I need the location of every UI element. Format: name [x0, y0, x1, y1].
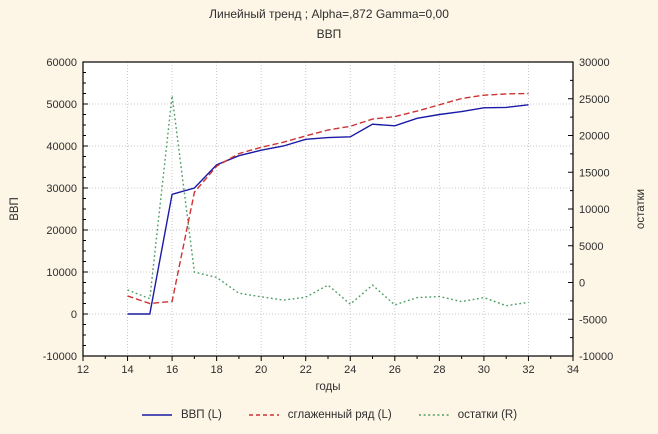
plot-area — [83, 62, 573, 356]
y-left-tick-label: 30000 — [46, 183, 77, 195]
legend: ВВП (L) сглаженный ряд (L) остатки (R) — [0, 404, 658, 426]
legend-item-vvp: ВВП (L) — [141, 409, 222, 421]
legend-label: ВВП (L) — [180, 409, 222, 421]
chart-title: Линейный тренд ; Alpha=,872 Gamma=0,00 — [209, 7, 449, 21]
y-right-tick-label: 25000 — [579, 94, 610, 106]
y-left-tick-label: 40000 — [46, 141, 77, 153]
y-right-tick-label: 30000 — [579, 57, 610, 69]
x-tick-label: 28 — [433, 364, 445, 376]
legend-label: сглаженный ряд (L) — [287, 409, 392, 421]
legend-item-smoothed: сглаженный ряд (L) — [248, 409, 392, 421]
legend-item-residuals: остатки (R) — [418, 409, 517, 421]
series-2-line — [127, 95, 529, 307]
y-right-tick-label: -5000 — [579, 314, 607, 326]
series-1-line — [127, 92, 529, 305]
legend-line-solid-icon — [141, 414, 172, 416]
legend-line-dashed-icon — [248, 414, 279, 416]
x-axis-title: годы — [315, 381, 341, 393]
y-right-tick-label: 0 — [579, 278, 585, 290]
legend-label: остатки (R) — [457, 409, 518, 421]
y-right-tick-label: 15000 — [579, 167, 610, 179]
x-tick-label: 24 — [344, 364, 356, 376]
y-right-tick-label: 20000 — [579, 131, 610, 143]
x-tick-label: 20 — [255, 364, 267, 376]
y-right-tick-label: 5000 — [579, 241, 603, 253]
x-tick-label: 14 — [121, 364, 133, 376]
y-left-tick-label: -10000 — [43, 351, 77, 363]
x-tick-label: 12 — [77, 364, 89, 376]
y-left-tick-label: 20000 — [46, 225, 77, 237]
x-tick-label: 34 — [567, 364, 579, 376]
y-right-tick-label: -10000 — [579, 351, 613, 363]
x-tick-label: 18 — [211, 364, 223, 376]
chart-subtitle: ВВП — [316, 27, 342, 41]
y-left-tick-label: 50000 — [46, 99, 77, 111]
x-tick-label: 26 — [389, 364, 401, 376]
legend-line-dotted-icon — [418, 414, 449, 416]
y-right-tick-label: 10000 — [579, 204, 610, 216]
y-right-axis-title: остатки — [635, 188, 647, 230]
x-tick-label: 32 — [522, 364, 534, 376]
series-0-line — [127, 104, 529, 315]
y-left-axis-title: ВВП — [9, 197, 21, 221]
x-tick-label: 30 — [478, 364, 490, 376]
y-left-tick-label: 0 — [71, 309, 77, 321]
y-left-tick-label: 60000 — [46, 57, 77, 69]
x-tick-label: 22 — [300, 364, 312, 376]
y-left-tick-label: 10000 — [46, 267, 77, 279]
x-tick-label: 16 — [166, 364, 178, 376]
